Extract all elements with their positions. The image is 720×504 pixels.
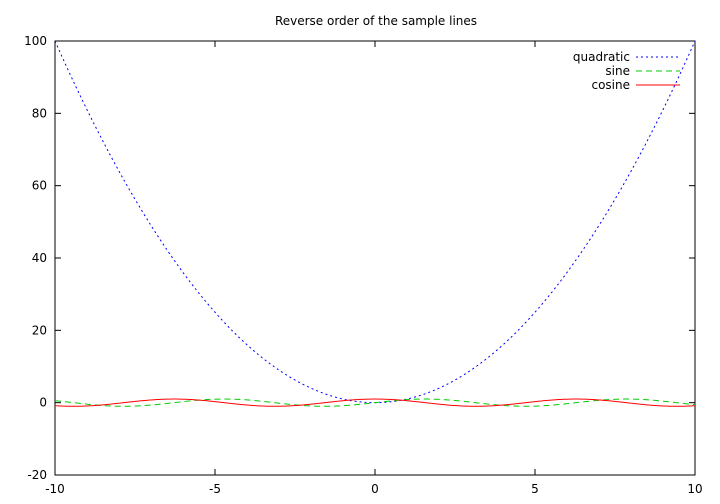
y-tick-label: 20	[32, 323, 47, 337]
series-line-quadratic	[54, 40, 696, 404]
legend-label-cosine: cosine	[591, 78, 630, 92]
y-tick-label: 0	[39, 396, 47, 410]
y-tick-label: 60	[32, 179, 47, 193]
series-line-sine	[54, 398, 696, 407]
plot-frame	[54, 40, 696, 476]
legend-label-quadratic: quadratic	[573, 50, 630, 64]
y-tick-label: 80	[32, 106, 47, 120]
y-tick-label: 100	[24, 34, 47, 48]
series-lines	[54, 40, 696, 407]
x-tick-label: 10	[687, 482, 702, 496]
legend-label-sine: sine	[605, 64, 630, 78]
x-tick-label: -10	[45, 482, 65, 496]
x-tick-label: 5	[531, 482, 539, 496]
x-axis: -10 -5 0 5 10	[45, 41, 703, 496]
y-tick-label: 40	[32, 251, 47, 265]
x-tick-label: 0	[371, 482, 379, 496]
x-tick-label: -5	[209, 482, 221, 496]
y-tick-label: -20	[27, 468, 47, 482]
chart-title: Reverse order of the sample lines	[275, 14, 477, 28]
series-line-cosine	[54, 398, 696, 407]
y-axis: -20 0 20 40 60 80 100	[24, 34, 695, 482]
